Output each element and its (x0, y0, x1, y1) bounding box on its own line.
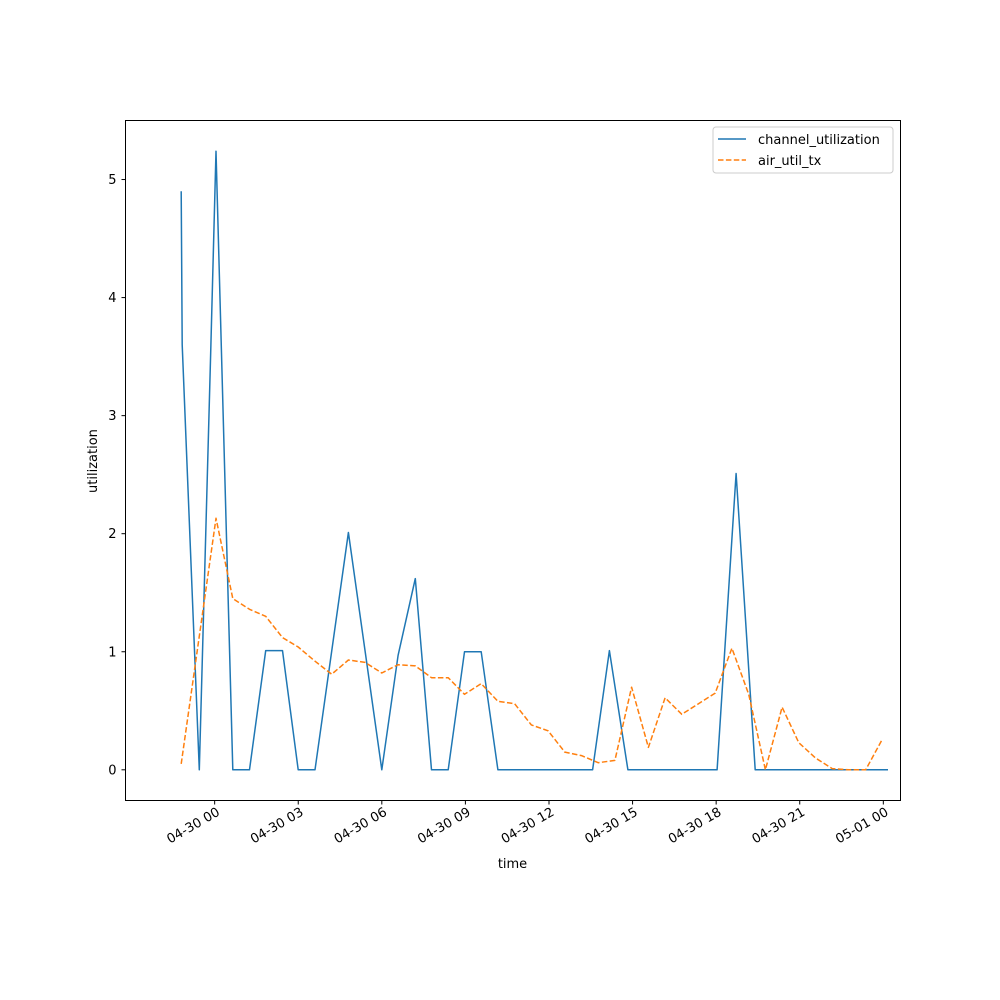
series-line-channel-utilization (180, 150, 888, 771)
series-line-air-util-tx (180, 517, 884, 771)
y-tick-label: 0 (108, 763, 116, 778)
legend-box (712, 126, 894, 174)
y-axis-label: utilization (86, 429, 101, 493)
legend-label-air-util-tx: air_util_tx (758, 154, 822, 169)
plot-series (180, 150, 888, 771)
y-tick-label: 4 (108, 291, 116, 306)
y-tick-label: 5 (108, 173, 116, 188)
y-tick-label: 2 (108, 527, 116, 542)
y-axis: 0 1 2 3 4 5 (108, 173, 126, 778)
y-tick-label: 1 (108, 645, 116, 660)
x-axis-label: time (498, 857, 527, 872)
y-tick-label: 3 (108, 409, 116, 424)
legend-label-channel-utilization: channel_utilization (758, 133, 880, 148)
legend: channel_utilization air_util_tx (712, 126, 894, 174)
plot-frame (125, 120, 901, 801)
